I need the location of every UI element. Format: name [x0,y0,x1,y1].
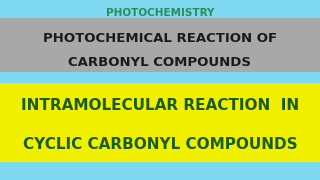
Bar [0,83,320,162]
Text: CARBONYL COMPOUNDS: CARBONYL COMPOUNDS [68,56,252,69]
Text: PHOTOCHEMICAL REACTION OF: PHOTOCHEMICAL REACTION OF [43,32,277,45]
Text: PHOTOCHEMISTRY: PHOTOCHEMISTRY [106,8,214,19]
Text: CYCLIC CARBONYL COMPOUNDS: CYCLIC CARBONYL COMPOUNDS [23,137,297,152]
Bar [0,18,320,72]
Text: INTRAMOLECULAR REACTION  IN: INTRAMOLECULAR REACTION IN [21,98,299,113]
